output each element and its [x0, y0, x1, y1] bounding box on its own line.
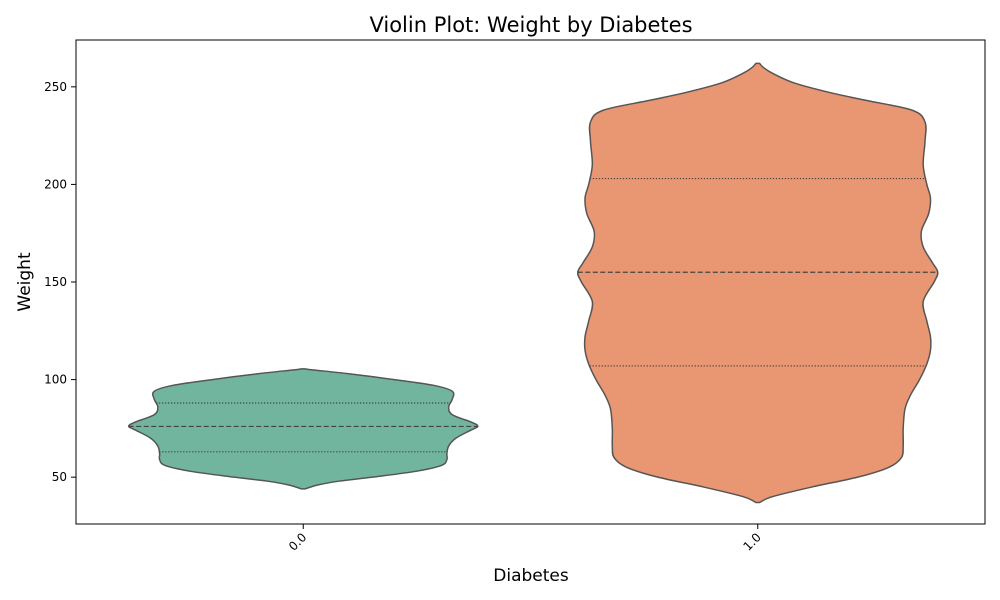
- x-tick-label: 0.0: [286, 530, 309, 553]
- y-axis-label: Weight: [15, 252, 35, 312]
- x-axis-label: Diabetes: [493, 566, 569, 586]
- violin-body-1.0: [576, 62, 939, 504]
- x-tick-label: 1.0: [740, 530, 763, 553]
- y-tick-label: 150: [44, 275, 67, 289]
- chart-title: Violin Plot: Weight by Diabetes: [369, 13, 692, 37]
- y-tick-label: 50: [52, 470, 67, 484]
- violin-0.0: [127, 368, 479, 490]
- y-tick-label: 200: [44, 177, 67, 191]
- violin-body-0.0: [127, 368, 479, 490]
- y-axis: 50 100 150 200 250: [44, 80, 76, 484]
- violins-layer: [127, 62, 939, 504]
- violin-1.0: [576, 62, 939, 504]
- y-tick-label: 250: [44, 80, 67, 94]
- y-tick-label: 100: [44, 373, 67, 387]
- x-axis: 0.0 1.0: [286, 524, 764, 554]
